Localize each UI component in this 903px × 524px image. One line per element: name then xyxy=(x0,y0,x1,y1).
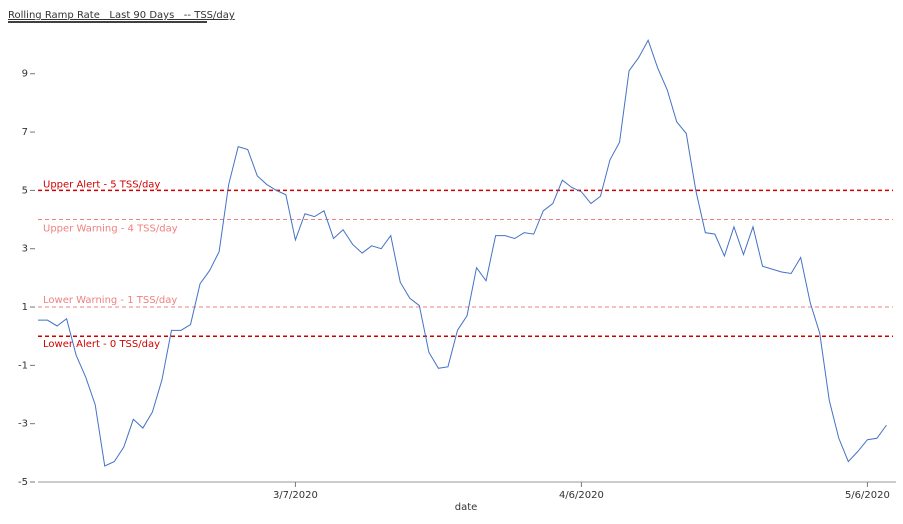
reference-label: Lower Warning - 1 TSS/day xyxy=(43,295,177,306)
reference-label: Upper Warning - 4 TSS/day xyxy=(43,224,178,235)
y-tick-label: 1 xyxy=(22,302,28,313)
x-tick-label: 5/6/2020 xyxy=(845,490,890,501)
y-tick-label: 7 xyxy=(22,127,28,138)
y-tick-label: -1 xyxy=(18,360,28,371)
y-tick-label: 9 xyxy=(22,69,28,80)
y-tick-label: 3 xyxy=(22,244,28,255)
y-tick-label: 5 xyxy=(22,185,28,196)
y-tick-label: -5 xyxy=(18,477,28,488)
x-tick-label: 3/7/2020 xyxy=(273,490,318,501)
x-axis-label: date xyxy=(455,502,478,513)
y-tick-label: -3 xyxy=(18,419,28,430)
x-tick-label: 4/6/2020 xyxy=(559,490,604,501)
chart-title: Rolling Ramp Rate Last 90 Days -- TSS/da… xyxy=(8,10,235,21)
data-line xyxy=(38,38,887,467)
reference-label: Lower Alert - 0 TSS/day xyxy=(43,339,160,350)
reference-label: Upper Alert - 5 TSS/day xyxy=(43,179,160,190)
